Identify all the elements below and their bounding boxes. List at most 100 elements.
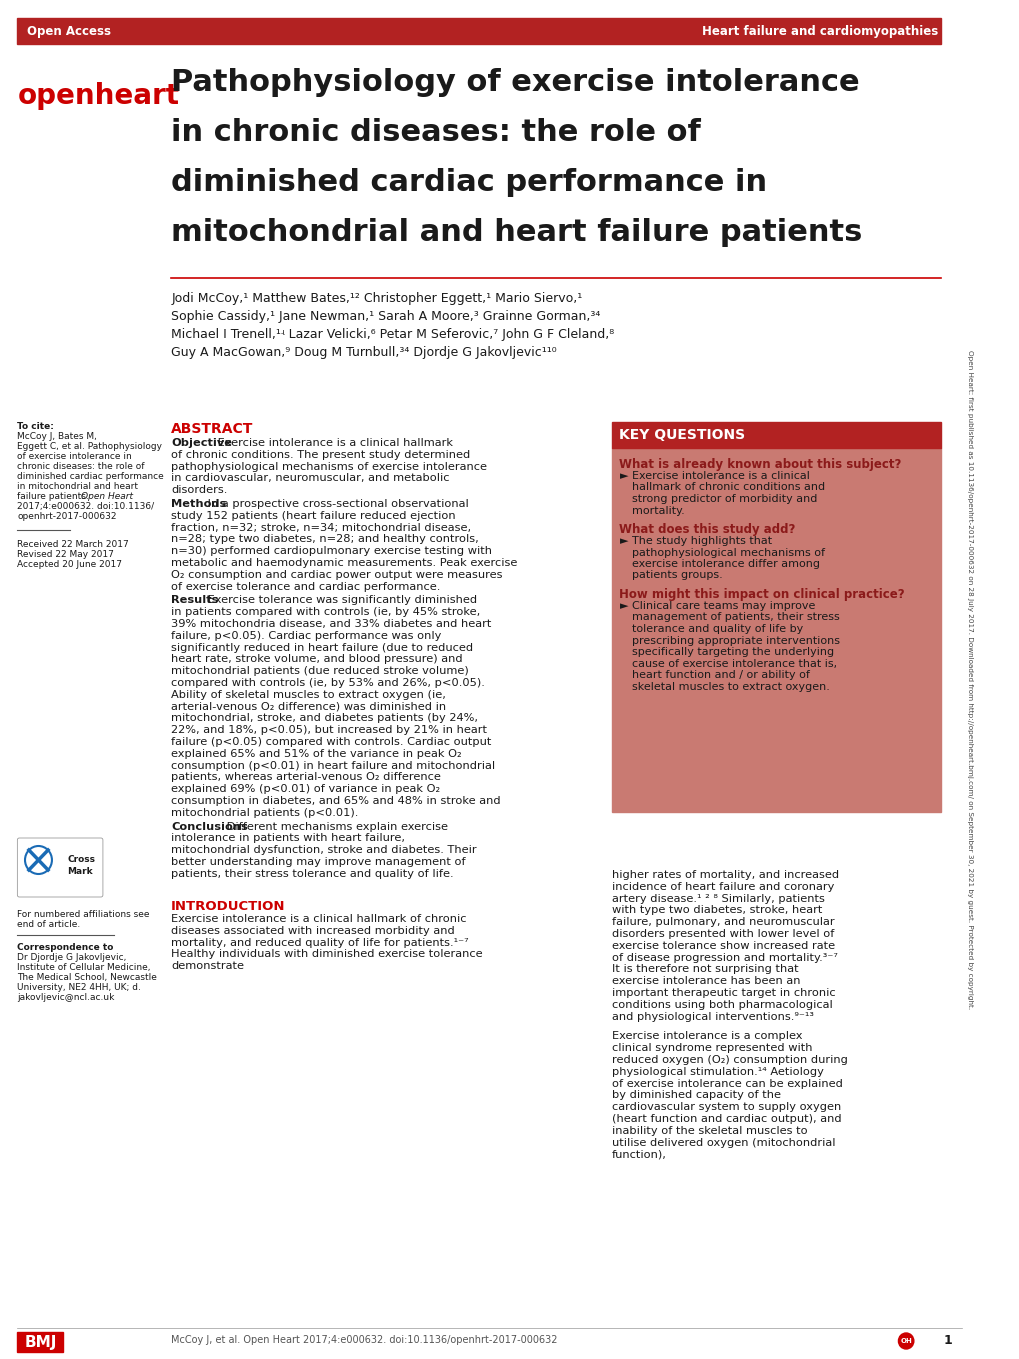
Text: skeletal muscles to extract oxygen.: skeletal muscles to extract oxygen. [632, 681, 829, 692]
Text: pathophysiological mechanisms of: pathophysiological mechanisms of [632, 548, 824, 557]
Text: specifically targeting the underlying: specifically targeting the underlying [632, 647, 834, 656]
Text: Sophie Cassidy,¹ Jane Newman,¹ Sarah A Moore,³ Grainne Gorman,³⁴: Sophie Cassidy,¹ Jane Newman,¹ Sarah A M… [171, 310, 600, 323]
Text: hallmark of chronic conditions and: hallmark of chronic conditions and [632, 482, 824, 492]
Text: Open Heart: Open Heart [81, 492, 132, 501]
Text: heart rate, stroke volume, and blood pressure) and: heart rate, stroke volume, and blood pre… [171, 655, 463, 665]
Text: ABSTRACT: ABSTRACT [171, 423, 254, 436]
Text: patients groups.: patients groups. [632, 571, 722, 580]
Text: demonstrate: demonstrate [171, 961, 244, 972]
Text: of exercise tolerance and cardiac performance.: of exercise tolerance and cardiac perfor… [171, 582, 440, 591]
Text: compared with controls (ie, by 53% and 26%, p<0.05).: compared with controls (ie, by 53% and 2… [171, 678, 485, 688]
Text: mitochondrial and heart failure patients: mitochondrial and heart failure patients [171, 217, 862, 247]
Text: Exercise intolerance is a clinical: Exercise intolerance is a clinical [632, 472, 809, 481]
Text: Open Access: Open Access [26, 24, 111, 38]
Text: Conclusions: Conclusions [171, 822, 248, 832]
Text: Jodi McCoy,¹ Matthew Bates,¹² Christopher Eggett,¹ Mario Siervo,¹: Jodi McCoy,¹ Matthew Bates,¹² Christophe… [171, 292, 582, 304]
FancyBboxPatch shape [17, 839, 103, 897]
Text: failure (p<0.05) compared with controls. Cardiac output: failure (p<0.05) compared with controls.… [171, 737, 491, 747]
Text: What is already known about this subject?: What is already known about this subject… [619, 458, 901, 472]
Text: n=28; type two diabetes, n=28; and healthy controls,: n=28; type two diabetes, n=28; and healt… [171, 534, 479, 545]
Text: strong predictor of morbidity and: strong predictor of morbidity and [632, 495, 816, 504]
Text: cause of exercise intolerance that is,: cause of exercise intolerance that is, [632, 659, 837, 669]
Text: Healthy individuals with diminished exercise tolerance: Healthy individuals with diminished exer… [171, 950, 482, 959]
Text: McCoy J, Bates M,: McCoy J, Bates M, [17, 432, 97, 442]
Text: Exercise intolerance is a complex: Exercise intolerance is a complex [611, 1031, 802, 1041]
Text: artery disease.¹ ² ⁸ Similarly, patients: artery disease.¹ ² ⁸ Similarly, patients [611, 894, 823, 904]
Text: ►: ► [619, 535, 628, 546]
Text: fraction, n=32; stroke, n=34; mitochondrial disease,: fraction, n=32; stroke, n=34; mitochondr… [171, 523, 471, 533]
Text: Eggett C, et al. Pathophysiology: Eggett C, et al. Pathophysiology [17, 442, 162, 451]
Text: incidence of heart failure and coronary: incidence of heart failure and coronary [611, 882, 834, 892]
Text: reduced oxygen (O₂) consumption during: reduced oxygen (O₂) consumption during [611, 1055, 847, 1065]
Text: Different mechanisms explain exercise: Different mechanisms explain exercise [223, 822, 447, 832]
Text: of chronic conditions. The present study determined: of chronic conditions. The present study… [171, 450, 470, 459]
Text: Cross: Cross [67, 856, 95, 864]
Text: better understanding may improve management of: better understanding may improve managem… [171, 858, 466, 867]
Bar [17, 18, 940, 43]
Text: Clinical care teams may improve: Clinical care teams may improve [632, 601, 814, 612]
Text: physiological stimulation.¹⁴ Aetiology: physiological stimulation.¹⁴ Aetiology [611, 1067, 823, 1076]
Text: study 152 patients (heart failure reduced ejection: study 152 patients (heart failure reduce… [171, 511, 455, 520]
Text: utilise delivered oxygen (mitochondrial: utilise delivered oxygen (mitochondrial [611, 1137, 835, 1147]
Text: by diminished capacity of the: by diminished capacity of the [611, 1090, 780, 1101]
Bar [611, 423, 940, 448]
Text: Pathophysiology of exercise intolerance: Pathophysiology of exercise intolerance [171, 68, 859, 96]
Text: BMJ: BMJ [24, 1335, 56, 1349]
Text: of exercise intolerance can be explained: of exercise intolerance can be explained [611, 1079, 842, 1089]
Text: Correspondence to: Correspondence to [17, 943, 113, 953]
Text: mortality, and reduced quality of life for patients.¹⁻⁷: mortality, and reduced quality of life f… [171, 938, 469, 947]
Text: with type two diabetes, stroke, heart: with type two diabetes, stroke, heart [611, 905, 821, 916]
Text: exercise intolerance differ among: exercise intolerance differ among [632, 559, 819, 569]
Text: prescribing appropriate interventions: prescribing appropriate interventions [632, 636, 840, 646]
Text: Exercise intolerance is a clinical hallmark: Exercise intolerance is a clinical hallm… [214, 438, 452, 448]
Text: of disease progression and mortality.³⁻⁷: of disease progression and mortality.³⁻⁷ [611, 953, 837, 962]
Text: higher rates of mortality, and increased: higher rates of mortality, and increased [611, 870, 838, 881]
Text: chronic diseases: the role of: chronic diseases: the role of [17, 462, 145, 472]
Text: disorders presented with lower level of: disorders presented with lower level of [611, 930, 834, 939]
Text: cardiovascular system to supply oxygen: cardiovascular system to supply oxygen [611, 1102, 841, 1112]
Text: tolerance and quality of life by: tolerance and quality of life by [632, 624, 802, 635]
Text: OH: OH [900, 1339, 911, 1344]
Text: University, NE2 4HH, UK; d.: University, NE2 4HH, UK; d. [17, 983, 141, 992]
Bar [611, 448, 940, 811]
Circle shape [898, 1333, 913, 1349]
Text: heart function and / or ability of: heart function and / or ability of [632, 670, 809, 680]
Bar [17, 1332, 63, 1352]
Text: What does this study add?: What does this study add? [619, 523, 795, 535]
Text: explained 69% (p<0.01) of variance in peak O₂: explained 69% (p<0.01) of variance in pe… [171, 784, 440, 794]
Text: Dr Djordje G Jakovljevic,: Dr Djordje G Jakovljevic, [17, 953, 126, 962]
Text: consumption (p<0.01) in heart failure and mitochondrial: consumption (p<0.01) in heart failure an… [171, 761, 495, 771]
Text: inability of the skeletal muscles to: inability of the skeletal muscles to [611, 1125, 807, 1136]
Text: and physiological interventions.⁹⁻¹³: and physiological interventions.⁹⁻¹³ [611, 1011, 813, 1022]
Text: management of patients, their stress: management of patients, their stress [632, 613, 839, 622]
Text: significantly reduced in heart failure (due to reduced: significantly reduced in heart failure (… [171, 643, 473, 652]
Text: Guy A MacGowan,⁹ Doug M Turnbull,³⁴ Djordje G Jakovljevic¹¹⁰: Guy A MacGowan,⁹ Doug M Turnbull,³⁴ Djor… [171, 347, 556, 359]
Text: openheart: openheart [17, 82, 179, 110]
Text: Revised 22 May 2017: Revised 22 May 2017 [17, 550, 114, 559]
Text: 2017;4:e000632. doi:10.1136/: 2017;4:e000632. doi:10.1136/ [17, 501, 154, 511]
Text: The study highlights that: The study highlights that [632, 535, 771, 546]
Text: mitochondrial patients (p<0.01).: mitochondrial patients (p<0.01). [171, 807, 359, 818]
Text: INTRODUCTION: INTRODUCTION [171, 900, 285, 913]
Text: disorders.: disorders. [171, 485, 227, 495]
Text: end of article.: end of article. [17, 920, 81, 930]
Text: mitochondrial, stroke, and diabetes patients (by 24%,: mitochondrial, stroke, and diabetes pati… [171, 713, 478, 723]
Text: of exercise intolerance in: of exercise intolerance in [17, 453, 131, 461]
Text: Received 22 March 2017: Received 22 March 2017 [17, 540, 129, 549]
Text: 22%, and 18%, p<0.05), but increased by 21% in heart: 22%, and 18%, p<0.05), but increased by … [171, 726, 487, 735]
Text: openhrt-2017-000632: openhrt-2017-000632 [17, 512, 117, 520]
Text: arterial-venous O₂ difference) was diminished in: arterial-venous O₂ difference) was dimin… [171, 701, 446, 712]
Text: jakovljevic@ncl.ac.uk: jakovljevic@ncl.ac.uk [17, 993, 114, 1002]
Text: ►: ► [619, 601, 628, 612]
Text: 39% mitochondria disease, and 33% diabetes and heart: 39% mitochondria disease, and 33% diabet… [171, 618, 491, 629]
Text: ►: ► [619, 472, 628, 481]
Text: in chronic diseases: the role of: in chronic diseases: the role of [171, 118, 700, 147]
Text: In a prospective cross-sectional observational: In a prospective cross-sectional observa… [204, 499, 469, 510]
Text: diminished cardiac performance in: diminished cardiac performance in [171, 169, 766, 197]
Text: conditions using both pharmacological: conditions using both pharmacological [611, 1000, 832, 1010]
Text: (heart function and cardiac output), and: (heart function and cardiac output), and [611, 1114, 841, 1124]
Text: consumption in diabetes, and 65% and 48% in stroke and: consumption in diabetes, and 65% and 48%… [171, 796, 500, 806]
Text: failure, p<0.05). Cardiac performance was only: failure, p<0.05). Cardiac performance wa… [171, 631, 441, 641]
Text: intolerance in patients with heart failure,: intolerance in patients with heart failu… [171, 833, 405, 844]
Text: diminished cardiac performance: diminished cardiac performance [17, 472, 164, 481]
